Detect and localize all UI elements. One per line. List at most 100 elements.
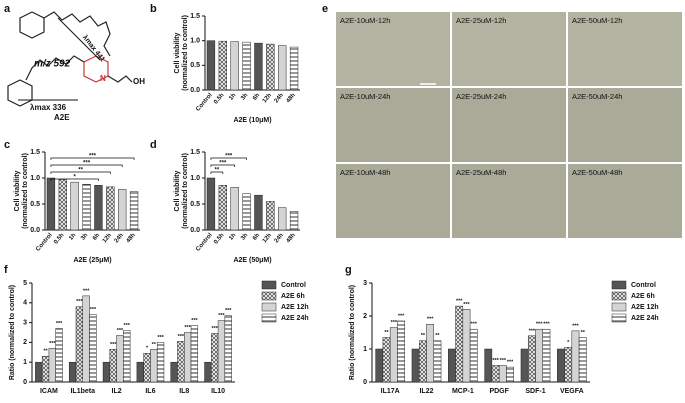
significance: *** xyxy=(492,358,499,364)
bar xyxy=(70,181,79,231)
bar xyxy=(289,211,299,231)
bar xyxy=(266,201,275,231)
bar xyxy=(143,353,151,383)
significance: *** xyxy=(391,320,398,326)
annotation: λmax 336 xyxy=(30,103,67,112)
bracket-label: ** xyxy=(215,168,220,174)
bar xyxy=(278,45,287,91)
bar xyxy=(375,348,384,383)
significance: *** xyxy=(83,288,90,294)
annotation: m/z 592 xyxy=(34,59,71,70)
bar xyxy=(48,348,56,383)
x-tick-label: IL10 xyxy=(211,388,225,395)
x-tick-label: 24h xyxy=(274,232,285,244)
bracket xyxy=(50,157,135,160)
legend-label: A2E 24h xyxy=(631,315,659,322)
arrow xyxy=(57,17,101,61)
y-tick-label: 0 xyxy=(23,379,27,386)
bar xyxy=(498,365,507,383)
y-tick-label: 1.5 xyxy=(30,149,40,156)
bar xyxy=(242,193,251,231)
bracket-label: * xyxy=(74,175,77,181)
significance: *** xyxy=(49,341,56,347)
bar xyxy=(204,361,212,383)
x-tick-label: VEGFA xyxy=(560,388,584,395)
chart: b 0.0 0.5 1.0 1.5 Cell viability (normalized t… xyxy=(150,3,300,124)
bar xyxy=(211,333,219,383)
x-tick-label: 48h xyxy=(126,232,137,244)
legend-label: Control xyxy=(281,282,306,289)
bar xyxy=(68,361,77,383)
significance: *** xyxy=(191,318,198,324)
x-tick-label: 0.5h xyxy=(213,92,226,105)
significance: *** xyxy=(90,307,97,313)
micrograph-label: A2E-25uM-48h xyxy=(456,168,506,177)
bar xyxy=(397,320,405,383)
legend-label: A2E 6h xyxy=(631,293,655,300)
bracket-label: ** xyxy=(78,168,83,174)
panel-label: g xyxy=(345,264,352,276)
bar xyxy=(136,361,144,383)
micrograph xyxy=(568,88,682,162)
y-tick-label: 4 xyxy=(23,300,27,307)
bar xyxy=(217,320,226,383)
bar xyxy=(426,324,435,383)
chain xyxy=(107,75,133,83)
y-tick-label: 2 xyxy=(23,339,27,346)
x-tick-label: 12h xyxy=(262,92,273,104)
bar xyxy=(55,328,63,383)
micrograph xyxy=(568,164,682,238)
bar xyxy=(82,183,91,231)
bar xyxy=(571,330,580,383)
x-tick-label: 24h xyxy=(274,92,285,104)
legend-label: A2E 24h xyxy=(281,315,309,322)
legend-swatch xyxy=(261,291,277,301)
chart: g 0 1 2 3 Ratio (normalized to control) IL17A I… xyxy=(345,264,659,395)
bar xyxy=(278,207,287,231)
atom: N xyxy=(100,74,106,83)
panel-label: f xyxy=(4,264,8,276)
x-tick-label: 6h xyxy=(252,92,261,101)
y-tick-label: 5 xyxy=(23,280,27,287)
y-axis-label: Ratio (normalized to control) xyxy=(349,285,356,380)
y-tick-label: 1 xyxy=(363,346,367,353)
bar xyxy=(177,341,185,383)
bar xyxy=(564,347,573,383)
bar xyxy=(206,40,216,91)
bar xyxy=(230,41,239,91)
x-tick-label: Control xyxy=(195,92,214,112)
significance: ** xyxy=(43,349,48,355)
micrograph xyxy=(336,164,450,238)
bar xyxy=(254,194,263,231)
x-tick-label: IL1beta xyxy=(70,388,95,395)
y-tick-label: 0.0 xyxy=(190,87,200,94)
y-tick-label: 1 xyxy=(23,359,27,366)
bar xyxy=(455,305,464,383)
ring xyxy=(7,79,33,107)
x-tick-label: 12h xyxy=(102,232,113,244)
bar xyxy=(46,177,56,231)
legend-swatch xyxy=(611,280,627,290)
significance: *** xyxy=(157,335,164,341)
y-tick-label: 3 xyxy=(363,280,367,287)
y-tick-label: 1.0 xyxy=(190,38,200,45)
x-axis-label: A2E (25μM) xyxy=(73,257,111,264)
micrograph-label: A2E-50uM-24h xyxy=(572,92,622,101)
x-tick-label: 48h xyxy=(286,92,297,104)
panel-label: c xyxy=(4,139,10,151)
x-tick-label: MCP-1 xyxy=(452,388,474,395)
x-tick-label: 1h xyxy=(228,232,237,241)
bar xyxy=(89,314,97,383)
micrograph xyxy=(568,12,682,86)
x-tick-label: 3h xyxy=(80,232,89,241)
panel-label: e xyxy=(322,3,328,15)
significance: *** xyxy=(463,302,470,308)
bracket-label: *** xyxy=(219,161,227,167)
x-tick-label: Control xyxy=(195,232,214,252)
x-tick-label: 3h xyxy=(240,92,249,101)
bar xyxy=(448,348,456,383)
significance: ** xyxy=(384,330,389,336)
bar xyxy=(58,179,67,231)
bar xyxy=(230,187,239,231)
bar xyxy=(266,43,275,91)
